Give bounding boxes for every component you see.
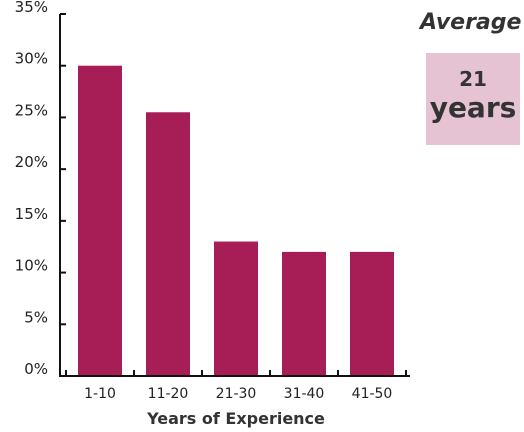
x-axis-ticks: 1-10 11-20 21-30 31-40 41-50 bbox=[65, 370, 407, 402]
bars bbox=[78, 65, 394, 376]
x-tick-label: 1-10 bbox=[84, 386, 116, 402]
bar-21-30 bbox=[214, 241, 258, 376]
y-tick-label: 15% bbox=[15, 205, 48, 223]
y-tick-label: 35% bbox=[15, 0, 48, 16]
average-unit: years bbox=[429, 91, 517, 124]
bar-41-50 bbox=[350, 251, 394, 376]
y-tick-label: 20% bbox=[15, 153, 48, 171]
x-tick-label: 21-30 bbox=[216, 386, 257, 402]
y-tick-label: 10% bbox=[15, 257, 48, 275]
average-value: 21 bbox=[459, 67, 487, 91]
y-tick-label: 0% bbox=[24, 360, 48, 378]
x-axis-label: Years of Experience bbox=[146, 409, 325, 428]
bar-chart: 0% 5% 10% 15% 20% 25% 30% 35% 1-10 11-20 21-30 31-… bbox=[15, 0, 410, 428]
bar-1-10 bbox=[78, 65, 122, 376]
average-title: Average bbox=[420, 10, 522, 35]
x-tick-label: 11-20 bbox=[148, 386, 189, 402]
bar-11-20 bbox=[146, 112, 190, 376]
average-callout-box: 21 years bbox=[426, 53, 520, 145]
y-tick-label: 25% bbox=[15, 101, 48, 119]
bar-31-40 bbox=[282, 251, 326, 376]
y-tick-label: 30% bbox=[15, 50, 48, 68]
x-tick-label: 41-50 bbox=[352, 386, 393, 402]
y-axis-ticks: 0% 5% 10% 15% 20% 25% 30% 35% bbox=[15, 0, 66, 378]
y-tick-label: 5% bbox=[24, 308, 48, 326]
x-tick-label: 31-40 bbox=[284, 386, 325, 402]
